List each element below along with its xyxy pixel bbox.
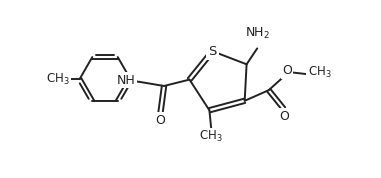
Text: CH$_3$: CH$_3$ (199, 129, 223, 144)
Text: O: O (155, 114, 165, 127)
Text: S: S (208, 45, 217, 58)
Text: NH$_2$: NH$_2$ (245, 26, 271, 41)
Text: O: O (280, 110, 290, 123)
Text: NH: NH (117, 74, 136, 87)
Text: O: O (282, 64, 292, 77)
Text: CH$_3$: CH$_3$ (308, 65, 331, 80)
Text: CH$_3$: CH$_3$ (46, 72, 70, 87)
